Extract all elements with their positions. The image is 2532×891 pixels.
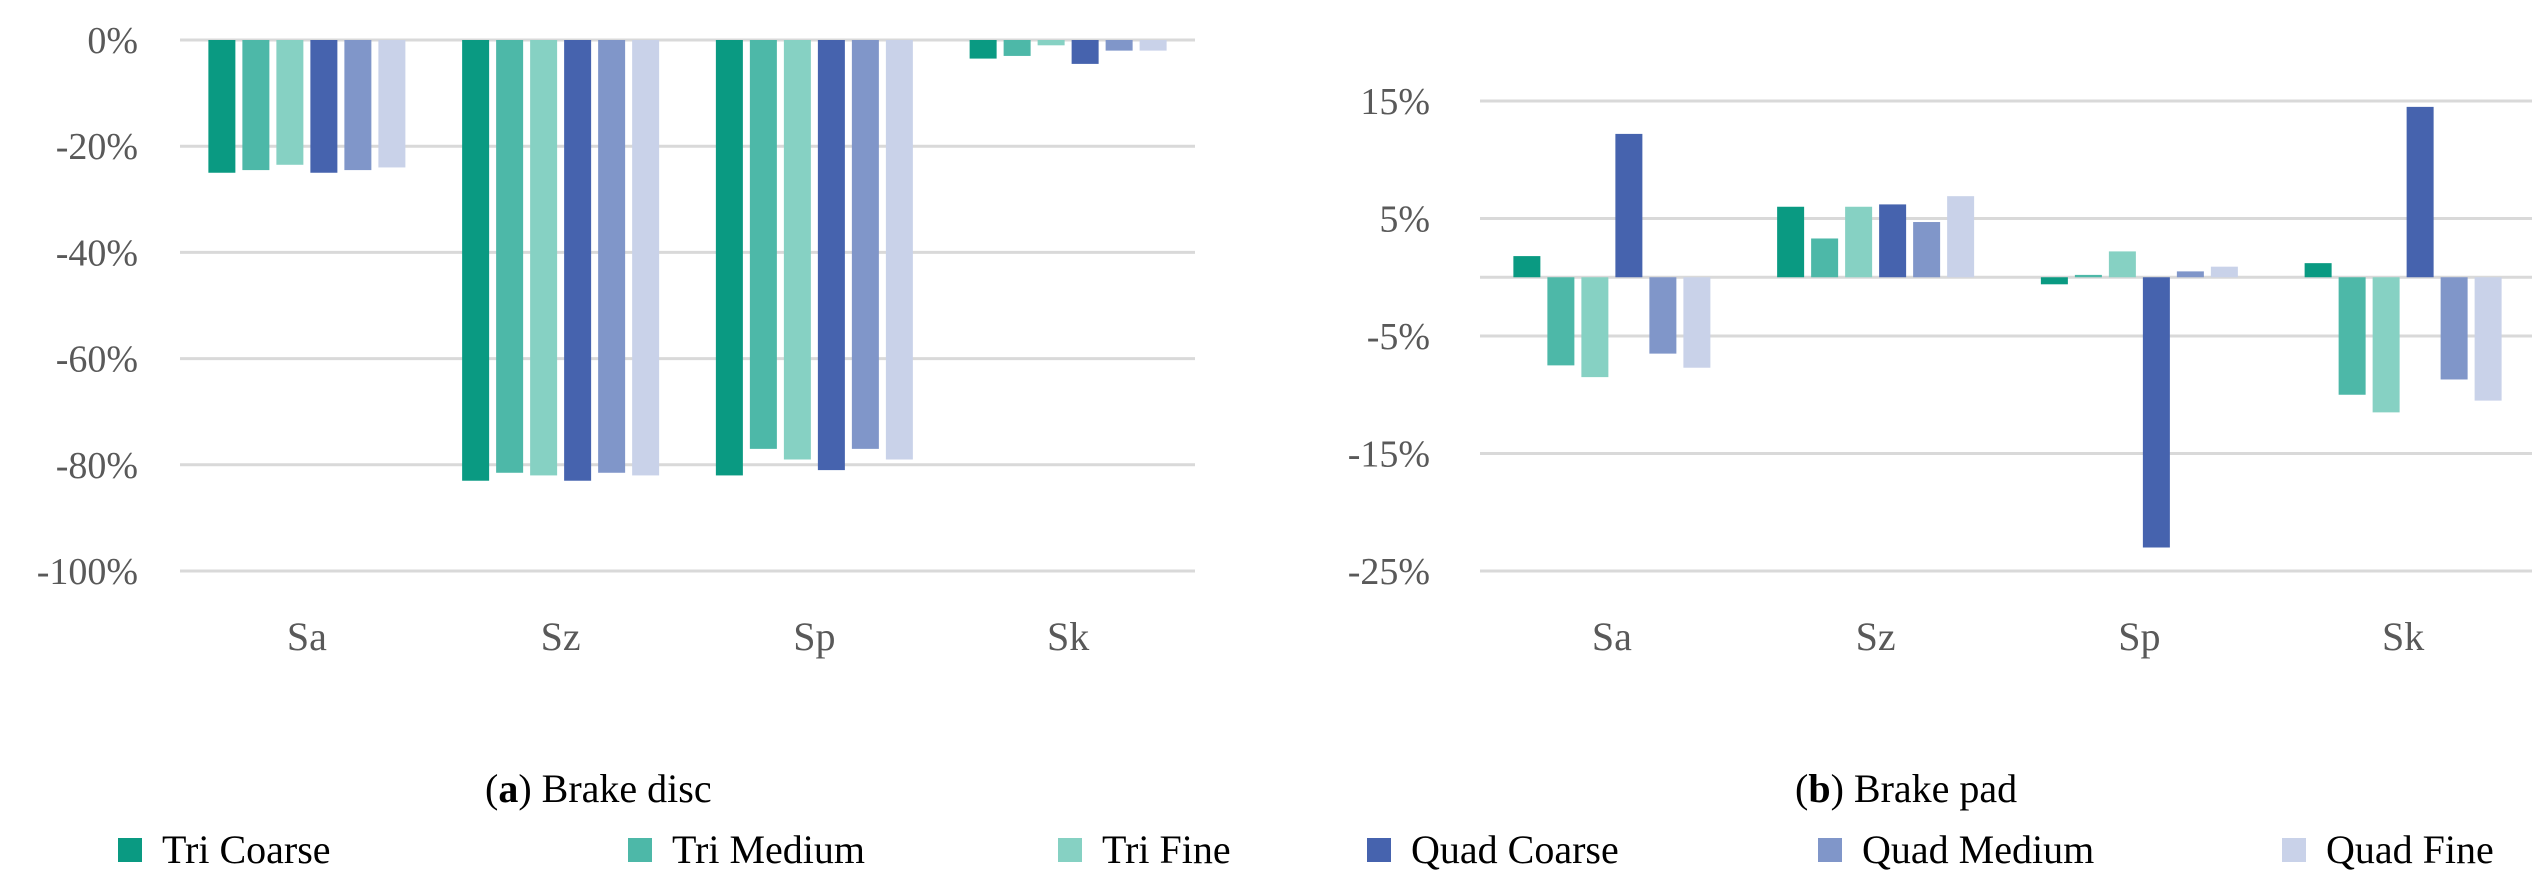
bar-quad-coarse-sp <box>817 40 845 471</box>
category-label-sz: Sz <box>1856 614 1896 659</box>
bar-quad-medium-sk <box>2440 277 2468 380</box>
category-label-sz: Sz <box>541 614 581 659</box>
bar-quad-coarse-sa <box>310 40 338 173</box>
legend-swatch-quad-coarse <box>1367 838 1391 862</box>
y-tick-label: -60% <box>56 339 138 381</box>
bar-quad-fine-sa <box>378 40 406 168</box>
bar-tri-coarse-sz <box>462 40 490 481</box>
bar-quad-medium-sp <box>851 40 879 449</box>
legend-swatch-tri-fine <box>1058 838 1082 862</box>
bar-tri-coarse-sa <box>208 40 236 173</box>
bar-tri-coarse-sz <box>1777 206 1805 278</box>
panel-brake-pad: 15% 5% -5% -15% -25% Sa Sz Sp Sk <box>1348 81 2532 659</box>
bar-tri-coarse-sk <box>969 40 997 59</box>
caption-brake-pad: (b) Brake pad <box>1795 766 2017 811</box>
bar-quad-medium-sa <box>344 40 372 171</box>
bar-tri-fine-sa <box>1581 277 1609 378</box>
bar-tri-fine-sa <box>276 40 304 165</box>
y-tick-label: -5% <box>1367 316 1430 358</box>
y-tick-label: -40% <box>56 232 138 274</box>
legend: Tri Coarse Tri Medium Tri Fine Quad Coarse Q… <box>118 827 2494 872</box>
bar-tri-fine-sz <box>530 40 558 476</box>
y-tick-label: 15% <box>1360 81 1430 123</box>
bar-quad-coarse-sp <box>2142 277 2170 548</box>
bar-quad-coarse-sz <box>564 40 592 481</box>
bar-tri-fine-sz <box>1845 206 1873 278</box>
bar-quad-fine-sk <box>2474 277 2502 401</box>
legend-swatch-tri-medium <box>628 838 652 862</box>
legend-label-tri-medium: Tri Medium <box>672 827 865 872</box>
bar-tri-fine-sp <box>783 40 811 460</box>
caption-brake-disc: (a) Brake disc <box>485 766 712 811</box>
bar-quad-coarse-sa <box>1615 133 1643 278</box>
bar-quad-coarse-sz <box>1879 204 1907 278</box>
caption-brake-disc-text: ) Brake disc <box>518 766 711 811</box>
y-tick-label: -20% <box>56 126 138 168</box>
bar-quad-coarse-sk <box>2406 106 2434 278</box>
bar-tri-medium-sz <box>1811 238 1839 278</box>
bar-tri-fine-sk <box>1037 40 1065 46</box>
bar-tri-coarse-sp <box>2040 277 2068 285</box>
category-label-sk: Sk <box>2382 614 2424 659</box>
bar-quad-fine-sk <box>1139 40 1167 51</box>
legend-swatch-quad-fine <box>2282 838 2306 862</box>
bar-quad-fine-sp <box>2210 266 2238 278</box>
bar-tri-medium-sa <box>1547 277 1575 366</box>
bar-quad-medium-sa <box>1649 277 1677 354</box>
caption-brake-pad-text: ) Brake pad <box>1831 766 2018 811</box>
category-label-sa: Sa <box>287 614 327 659</box>
legend-swatch-tri-coarse <box>118 838 142 862</box>
bar-tri-coarse-sp <box>715 40 743 476</box>
bar-quad-coarse-sk <box>1071 40 1099 64</box>
bar-tri-coarse-sk <box>2304 263 2332 278</box>
legend-label-quad-medium: Quad Medium <box>1862 827 2094 872</box>
y-tick-label: -100% <box>37 551 138 593</box>
bar-quad-fine-sp <box>885 40 913 460</box>
y-tick-label: -15% <box>1348 434 1430 476</box>
bar-tri-medium-sp <box>749 40 777 449</box>
bar-quad-medium-sz <box>598 40 626 473</box>
bar-quad-medium-sp <box>2176 271 2204 278</box>
bar-tri-medium-sp <box>2074 274 2102 278</box>
legend-label-tri-coarse: Tri Coarse <box>162 827 331 872</box>
legend-label-quad-coarse: Quad Coarse <box>1411 827 1619 872</box>
bar-quad-fine-sz <box>632 40 660 476</box>
bar-tri-medium-sk <box>2338 277 2366 395</box>
category-label-sa: Sa <box>1592 614 1632 659</box>
bar-quad-medium-sk <box>1105 40 1133 51</box>
bar-quad-fine-sz <box>1947 196 1975 278</box>
bar-tri-medium-sk <box>1003 40 1031 56</box>
bar-quad-medium-sz <box>1913 222 1941 278</box>
y-tick-label: 5% <box>1379 199 1430 241</box>
y-tick-label: 0% <box>87 20 138 62</box>
legend-swatch-quad-medium <box>1818 838 1842 862</box>
caption-brake-pad-letter: b <box>1808 766 1830 811</box>
panel-brake-disc: 0% -20% -40% -60% -80% -100% Sa Sz Sp Sk <box>37 20 1195 659</box>
category-label-sk: Sk <box>1047 614 1089 659</box>
category-label-sp: Sp <box>793 614 835 659</box>
legend-label-tri-fine: Tri Fine <box>1102 827 1231 872</box>
bar-tri-medium-sz <box>496 40 524 473</box>
caption-brake-disc-letter: a <box>498 766 518 811</box>
y-tick-label: -25% <box>1348 551 1430 593</box>
bar-tri-coarse-sa <box>1513 256 1541 278</box>
legend-label-quad-fine: Quad Fine <box>2326 827 2494 872</box>
category-label-sp: Sp <box>2118 614 2160 659</box>
y-tick-label: -80% <box>56 445 138 487</box>
bar-tri-fine-sk <box>2372 277 2400 413</box>
bar-quad-fine-sa <box>1683 277 1711 368</box>
bar-tri-medium-sa <box>242 40 270 171</box>
bar-tri-fine-sp <box>2108 251 2136 278</box>
